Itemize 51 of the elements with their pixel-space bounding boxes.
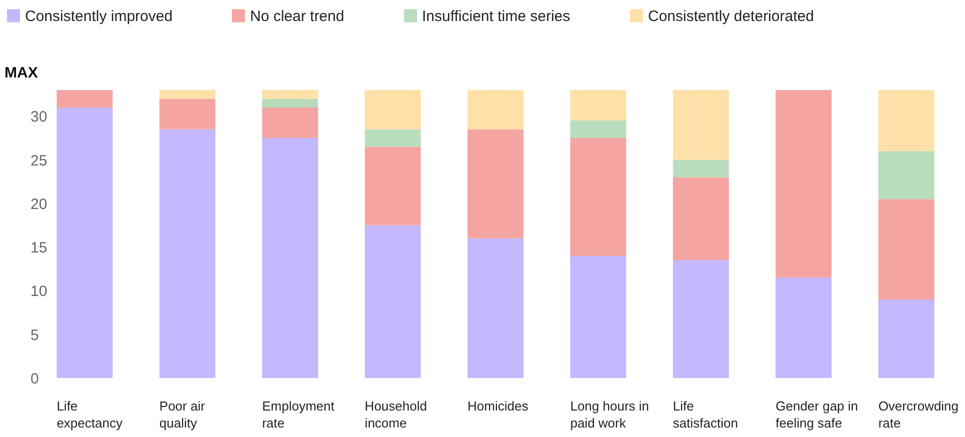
y-tick-label: 10 <box>30 283 48 300</box>
y-tick-label: 5 <box>30 326 39 344</box>
x-tick-label: Long hours in paid work <box>570 398 649 430</box>
bar <box>364 146 421 226</box>
bar <box>570 138 626 256</box>
legend-label: Consistently deteriorated <box>648 8 814 25</box>
x-tick-label: Homicides <box>468 398 529 414</box>
x-tick-label: Gender gap in feeling safe <box>776 398 858 430</box>
bar <box>672 90 729 160</box>
x-tick-label: Household income <box>364 398 427 430</box>
bar <box>878 151 934 200</box>
legend-label: Consistently improved <box>25 8 173 25</box>
bar <box>776 90 832 278</box>
bar <box>878 90 934 152</box>
y-tick-label: 20 <box>30 196 48 213</box>
bar <box>570 256 626 378</box>
bar <box>468 90 524 130</box>
bar <box>159 98 216 130</box>
y-tick-label: 0 <box>30 370 39 388</box>
bar <box>468 129 524 238</box>
bar <box>776 278 832 378</box>
bar <box>672 177 729 260</box>
bar <box>672 260 729 378</box>
x-tick-label: Life expectancy <box>56 398 123 430</box>
bar <box>364 225 421 378</box>
x-tick-label: Overcrowding rate <box>878 398 959 430</box>
bar <box>364 129 421 147</box>
bar <box>364 90 421 130</box>
bar <box>262 98 318 108</box>
bar <box>262 138 318 378</box>
bar <box>570 90 626 121</box>
bar <box>262 90 318 99</box>
y-axis-title: MAX <box>4 64 38 82</box>
bar <box>468 238 524 378</box>
bar <box>878 199 934 300</box>
x-tick-label: Employment rate <box>262 398 335 430</box>
bar <box>56 90 113 108</box>
bar <box>672 160 729 178</box>
legend-label: Insufficient time series <box>422 8 570 25</box>
y-tick-label: 30 <box>30 108 48 126</box>
x-tick-label: Life satisfaction <box>672 398 738 430</box>
y-tick-label: 15 <box>30 240 48 257</box>
bar <box>262 107 318 138</box>
y-tick-label: 25 <box>30 152 48 170</box>
x-tick-label: Poor air quality <box>159 398 206 430</box>
bar <box>56 107 113 378</box>
bar <box>159 129 216 378</box>
legend-label: No clear trend <box>250 8 344 25</box>
bar <box>570 120 626 138</box>
bar <box>878 299 934 378</box>
bar <box>159 90 216 99</box>
